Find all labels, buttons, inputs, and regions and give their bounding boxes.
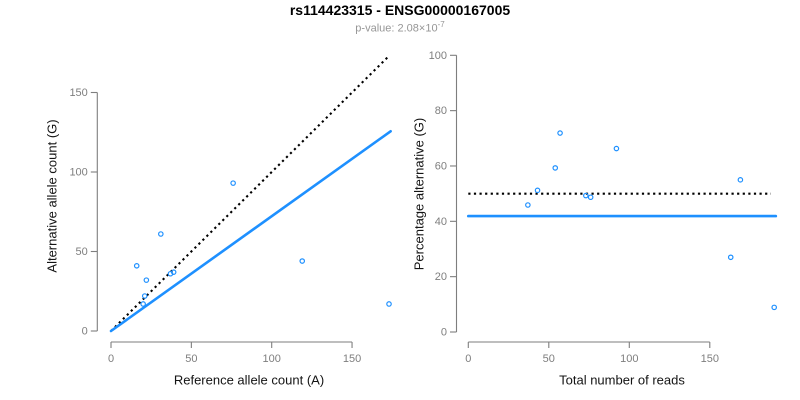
fit-line <box>109 129 392 333</box>
left-x-axis-label: Reference allele count (A) <box>173 372 325 388</box>
data-point <box>587 194 594 201</box>
data-point <box>534 187 541 194</box>
x-tick-label: 50 <box>185 353 197 365</box>
data-point <box>158 231 164 237</box>
data-point <box>583 192 589 199</box>
x-tick-label: 100 <box>620 353 638 365</box>
pvalue-exponent: -7 <box>437 20 445 29</box>
y-tick-label: 150 <box>69 87 87 99</box>
y-tick-label: 80 <box>435 105 447 117</box>
y-tick-label: 50 <box>76 246 88 258</box>
figure-title: rs114423315 - ENSG00000167005 <box>289 2 511 18</box>
x-tick-label: 100 <box>263 353 281 365</box>
right-y-axis-label: Percentage alternative (G) <box>411 117 427 271</box>
x-tick-label: 150 <box>701 353 719 365</box>
data-point <box>230 180 236 186</box>
y-tick-label: 40 <box>435 216 447 228</box>
data-point <box>143 277 150 283</box>
data-point <box>771 304 778 311</box>
data-point <box>737 177 744 183</box>
x-tick-label: 0 <box>108 353 114 365</box>
data-point <box>140 301 146 307</box>
figure-subtitle: p-value: 2.08×10-7 <box>0 20 800 35</box>
data-point <box>141 293 148 299</box>
data-point <box>299 258 306 264</box>
y-tick-label: 20 <box>435 271 447 283</box>
pvalue-text: p-value: 2.08×10 <box>355 22 438 35</box>
y-tick-label: 100 <box>429 50 447 62</box>
identity-line <box>110 56 389 332</box>
data-point <box>557 130 563 136</box>
x-tick-label: 50 <box>543 353 555 365</box>
data-point <box>133 263 140 269</box>
right-plot: 0 20 40 60 80 100 0 50 100 150 <box>429 50 778 365</box>
data-point <box>525 202 531 208</box>
data-point <box>613 145 620 152</box>
left-y-axis-label: Alternative allele count (G) <box>44 119 60 273</box>
data-point <box>386 301 392 307</box>
y-tick-label: 0 <box>82 326 88 338</box>
x-tick-label: 150 <box>343 353 361 365</box>
y-tick-label: 100 <box>69 167 87 179</box>
y-tick-label: 0 <box>441 327 447 339</box>
data-point <box>727 254 734 261</box>
y-tick-label: 60 <box>435 160 447 172</box>
x-tick-label: 0 <box>465 353 471 365</box>
right-x-axis-label: Total number of reads <box>559 372 685 388</box>
data-point <box>170 269 177 275</box>
left-plot: 0 50 100 150 0 50 100 150 <box>69 56 392 365</box>
data-point <box>552 165 559 171</box>
